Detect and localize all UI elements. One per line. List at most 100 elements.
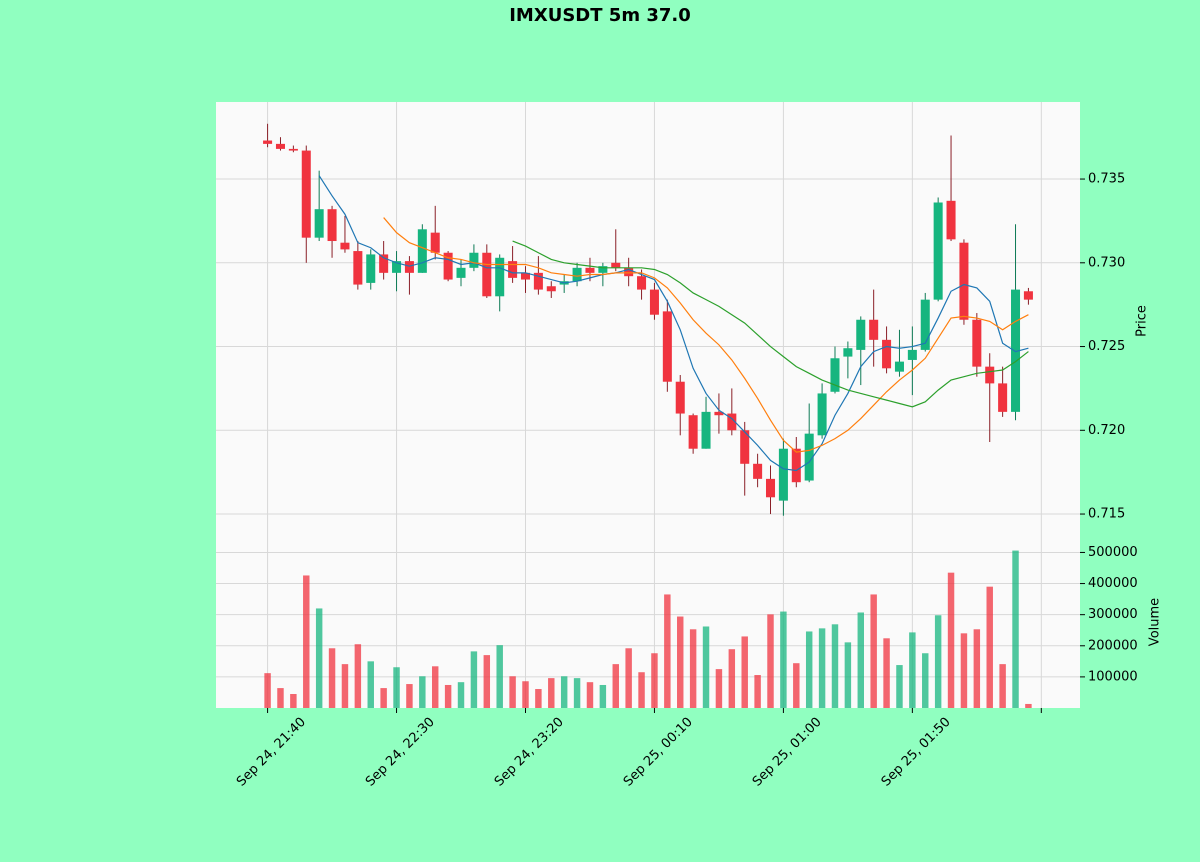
candle-body xyxy=(520,272,531,280)
volume-bar xyxy=(315,608,323,708)
candle-body xyxy=(740,430,750,464)
volume-bar xyxy=(380,688,387,708)
volume-bar xyxy=(586,682,594,708)
candle-body xyxy=(907,349,917,360)
candle-body xyxy=(572,267,582,282)
candle-body xyxy=(804,433,814,481)
candle-body xyxy=(508,261,518,278)
candle-body xyxy=(327,209,337,242)
volume-bar xyxy=(328,648,336,708)
volume-bar xyxy=(651,653,658,708)
candle-body xyxy=(482,252,492,297)
volume-tick-label: 100000 xyxy=(1088,669,1138,684)
candle-body xyxy=(301,150,311,238)
volume-bar xyxy=(548,678,555,708)
volume-bar xyxy=(290,694,297,708)
volume-bar xyxy=(393,667,400,708)
candle-body xyxy=(946,200,956,240)
candle-body xyxy=(611,262,621,268)
volume-tick-label: 500000 xyxy=(1088,545,1138,560)
volume-bar xyxy=(303,575,310,708)
candle-body xyxy=(637,276,647,290)
volume-bar xyxy=(986,586,993,708)
candle-body xyxy=(985,366,995,384)
volume-bar xyxy=(419,676,426,708)
candle-body xyxy=(778,448,788,501)
volume-bar xyxy=(470,651,478,708)
volume-bar xyxy=(818,628,826,708)
volume-bar xyxy=(689,629,697,708)
candle-body xyxy=(624,267,634,277)
candle-body xyxy=(366,254,376,283)
volume-bar xyxy=(960,633,968,708)
candle-body xyxy=(340,242,350,250)
volume-bar xyxy=(599,684,607,708)
candle-body xyxy=(856,319,866,350)
candle-body xyxy=(1023,291,1033,300)
candle-body xyxy=(817,393,827,436)
candle-body xyxy=(972,319,982,367)
candle-body xyxy=(869,319,879,340)
volume-bar xyxy=(883,638,890,708)
volume-bar xyxy=(457,682,465,708)
candle-body xyxy=(843,348,853,357)
candle-body xyxy=(469,252,479,268)
volume-bar xyxy=(870,594,877,708)
candle-body xyxy=(662,311,672,382)
volume-bar xyxy=(535,689,542,708)
candle-body xyxy=(546,286,556,292)
candle-body xyxy=(753,463,763,479)
y-tick-label: 0.720 xyxy=(1088,423,1125,438)
volume-bar xyxy=(922,653,929,708)
candle-body xyxy=(392,261,402,273)
volume-bar xyxy=(934,615,942,708)
candle-body xyxy=(791,448,801,483)
volume-bar xyxy=(793,663,800,708)
candle-body xyxy=(765,478,776,498)
candle-body xyxy=(998,383,1008,412)
volume-bar xyxy=(754,675,761,708)
volume-bar xyxy=(857,612,864,708)
volume-bar xyxy=(999,664,1006,708)
candle-body xyxy=(585,267,595,273)
y-tick-label: 0.730 xyxy=(1088,255,1125,270)
volume-bar xyxy=(432,666,439,708)
volume-tick-label: 300000 xyxy=(1088,607,1138,622)
candle-body xyxy=(933,202,943,300)
volume-bar xyxy=(973,629,981,708)
candle-body xyxy=(314,209,324,238)
candle-body xyxy=(430,232,440,253)
volume-bar xyxy=(625,648,632,708)
volume-bar xyxy=(354,644,362,708)
y-axis-label: Price xyxy=(1135,305,1150,337)
candle-body xyxy=(830,358,840,392)
volume-bar xyxy=(947,572,955,708)
candle-body xyxy=(959,242,969,320)
y-tick-label: 0.715 xyxy=(1088,507,1125,522)
volume-bar xyxy=(1012,550,1019,708)
volume-bar xyxy=(496,645,503,708)
volume-bar xyxy=(664,594,671,708)
candle-body xyxy=(417,229,427,273)
volume-bar xyxy=(483,655,491,708)
candle-body xyxy=(894,361,904,372)
candle-body xyxy=(404,261,414,273)
volume-bar xyxy=(264,673,271,708)
candle-body xyxy=(275,143,285,149)
volume-tick-label: 200000 xyxy=(1088,638,1138,653)
volume-bar xyxy=(702,626,710,708)
candle-body xyxy=(1011,289,1021,412)
moving-average-line xyxy=(318,175,1029,472)
candle-body xyxy=(263,140,273,144)
volume-bar xyxy=(896,665,903,708)
volume-bar xyxy=(573,678,581,708)
volume-bar xyxy=(805,631,813,708)
y-tick-label: 0.725 xyxy=(1088,339,1125,354)
volume-bar xyxy=(638,672,645,708)
volume-bar xyxy=(406,684,413,708)
candle-body xyxy=(882,339,892,369)
volume-bar xyxy=(677,616,684,708)
candle-body xyxy=(688,415,698,449)
volume-bar xyxy=(767,614,774,708)
volume-bar xyxy=(780,611,787,708)
